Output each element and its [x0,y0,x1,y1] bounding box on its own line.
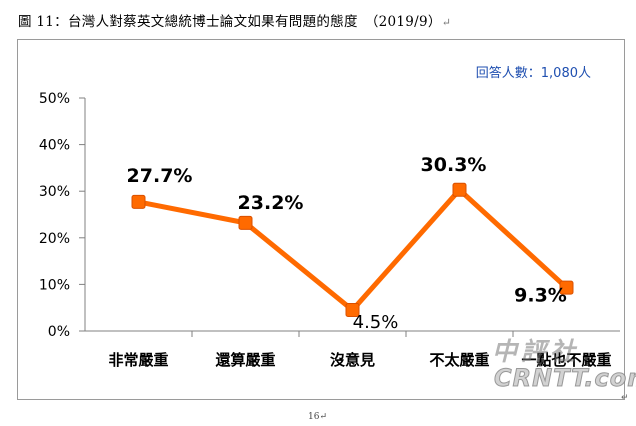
x-tick-label: 不太嚴重 [429,351,489,369]
series-line [138,187,569,313]
page-number: 16↵ [308,412,327,422]
line-chart: 0% 10% 20% 30% 40% 50% 非常嚴重 還算嚴重 沒意見 不太嚴重 一點也不嚴重 回… [39,65,620,369]
y-tick-label: 20% [39,231,70,247]
sample-size-note: 回答人數：1,080人 [476,65,591,81]
x-tick-label: 一點也不嚴重 [521,351,611,369]
y-tick-label: 50% [39,91,70,107]
y-tick-label: 40% [39,138,70,154]
chart-frame: 0% 10% 20% 30% 40% 50% 非常嚴重 還算嚴重 沒意見 不太嚴重 一點也不嚴重 回… [17,39,625,400]
data-point-marker [238,215,253,230]
corner-mark: ↵ [621,393,629,403]
data-label: 4.5% [353,312,399,333]
y-tick-label: 10% [39,277,70,293]
data-point-marker [131,194,146,209]
data-point-marker [559,280,574,295]
return-mark: ↵ [441,16,452,29]
data-label: 23.2% [238,192,304,214]
data-label: 9.3% [514,285,567,307]
data-label: 27.7% [127,165,193,187]
x-tick-label: 沒意見 [330,351,375,369]
figure-title: 圖 11：台灣人對蔡英文總統博士論文如果有問題的態度 （2019/9）↵ [18,14,452,30]
y-tick-label: 30% [39,184,70,200]
x-tick-label: 非常嚴重 [108,351,168,369]
data-point-marker [452,182,467,197]
data-label: 30.3% [421,154,487,176]
y-tick-label: 0% [48,324,70,340]
data-point-marker [345,303,360,318]
x-tick-label: 還算嚴重 [215,351,275,369]
